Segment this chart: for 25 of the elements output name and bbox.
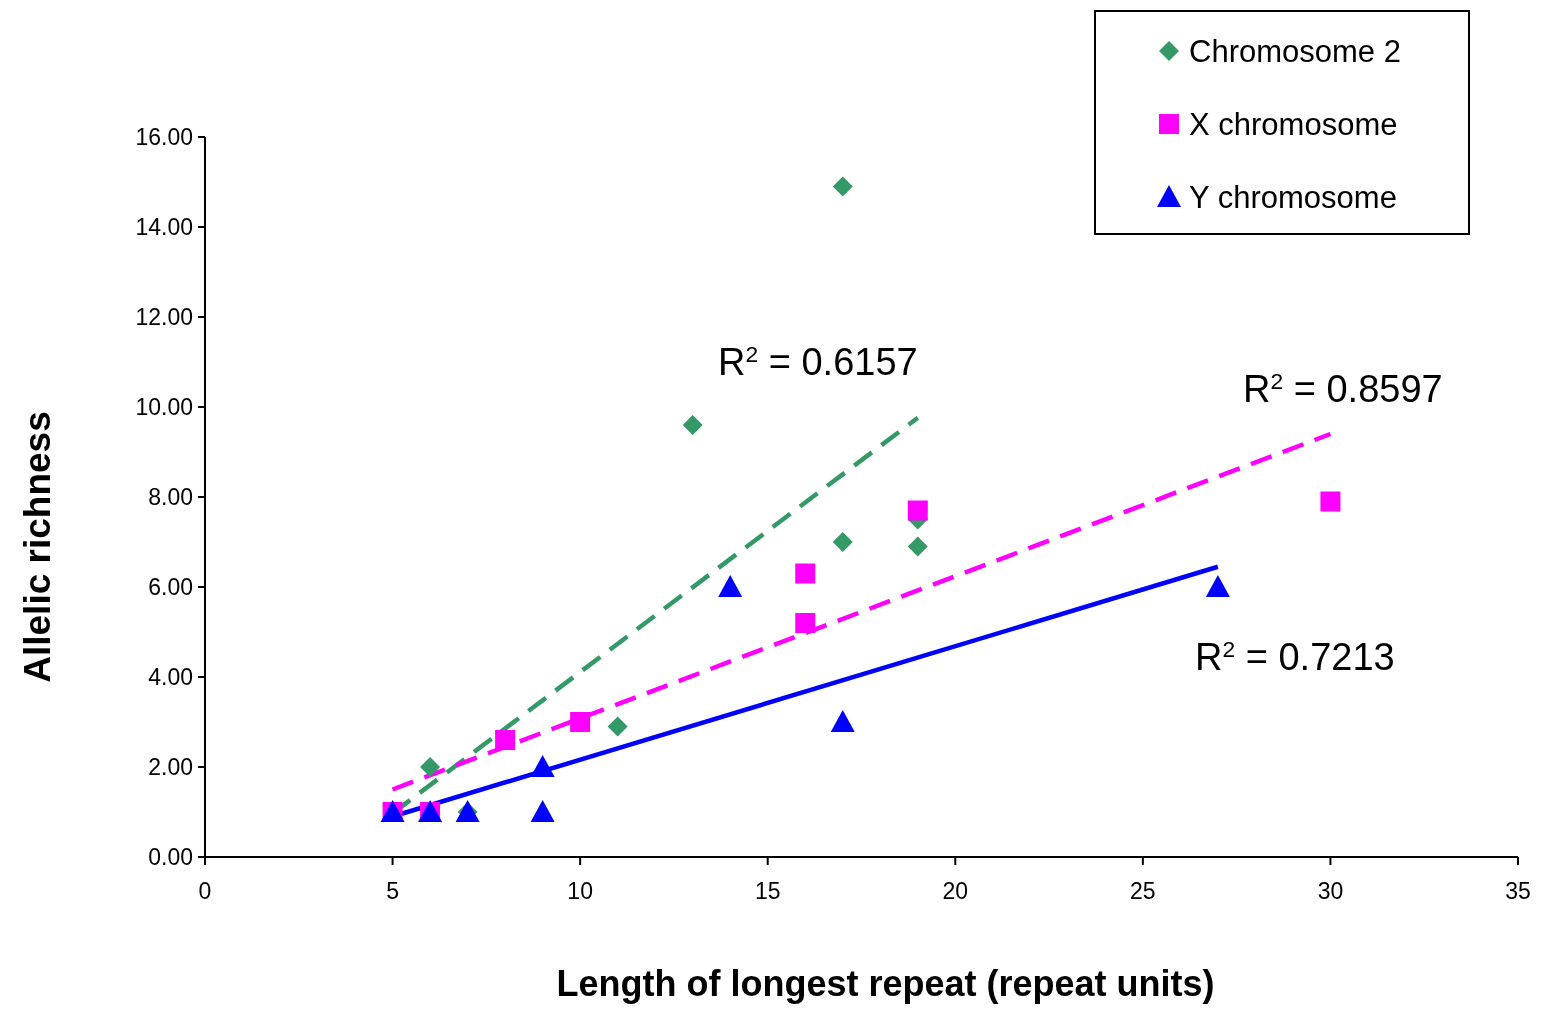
x-tick-label: 20 [942,878,969,904]
legend-label: Y chromosome [1189,179,1397,215]
x-tick-label: 25 [1130,878,1156,904]
y-tick-label: 0.00 [148,844,193,871]
y-tick-label: 14.00 [135,214,193,241]
annotation: R$^{2}$ = 0.6157 [718,341,918,383]
x-tick-label: 5 [386,878,399,904]
x-tick-label: 30 [1317,878,1344,904]
y-tick-label: 10.00 [135,394,193,421]
annotation: R$^{2}$ = 0.7213 [1195,636,1395,678]
annotation: R$^{2}$ = 0.8597 [1243,368,1443,410]
y-tick-label: 2.00 [148,754,193,781]
y-tick-label: 12.00 [135,304,193,331]
x-tick-label: 10 [567,878,593,904]
legend-label: X chromosome [1189,106,1398,142]
y-tick-label: 8.00 [148,484,193,511]
x-tick-label: 15 [754,878,781,904]
x-axis-title: Length of longest repeat (repeat units) [556,963,1215,1004]
y-tick-label: 16.00 [135,124,193,151]
x-tick-label: 0 [198,878,212,904]
x-tick-label: 35 [1505,878,1531,904]
legend-label: Chromosome 2 [1189,33,1401,69]
y-axis-title: Allelic richness [17,411,58,683]
y-tick-label: 6.00 [148,574,193,601]
y-tick-label: 4.00 [148,664,193,691]
